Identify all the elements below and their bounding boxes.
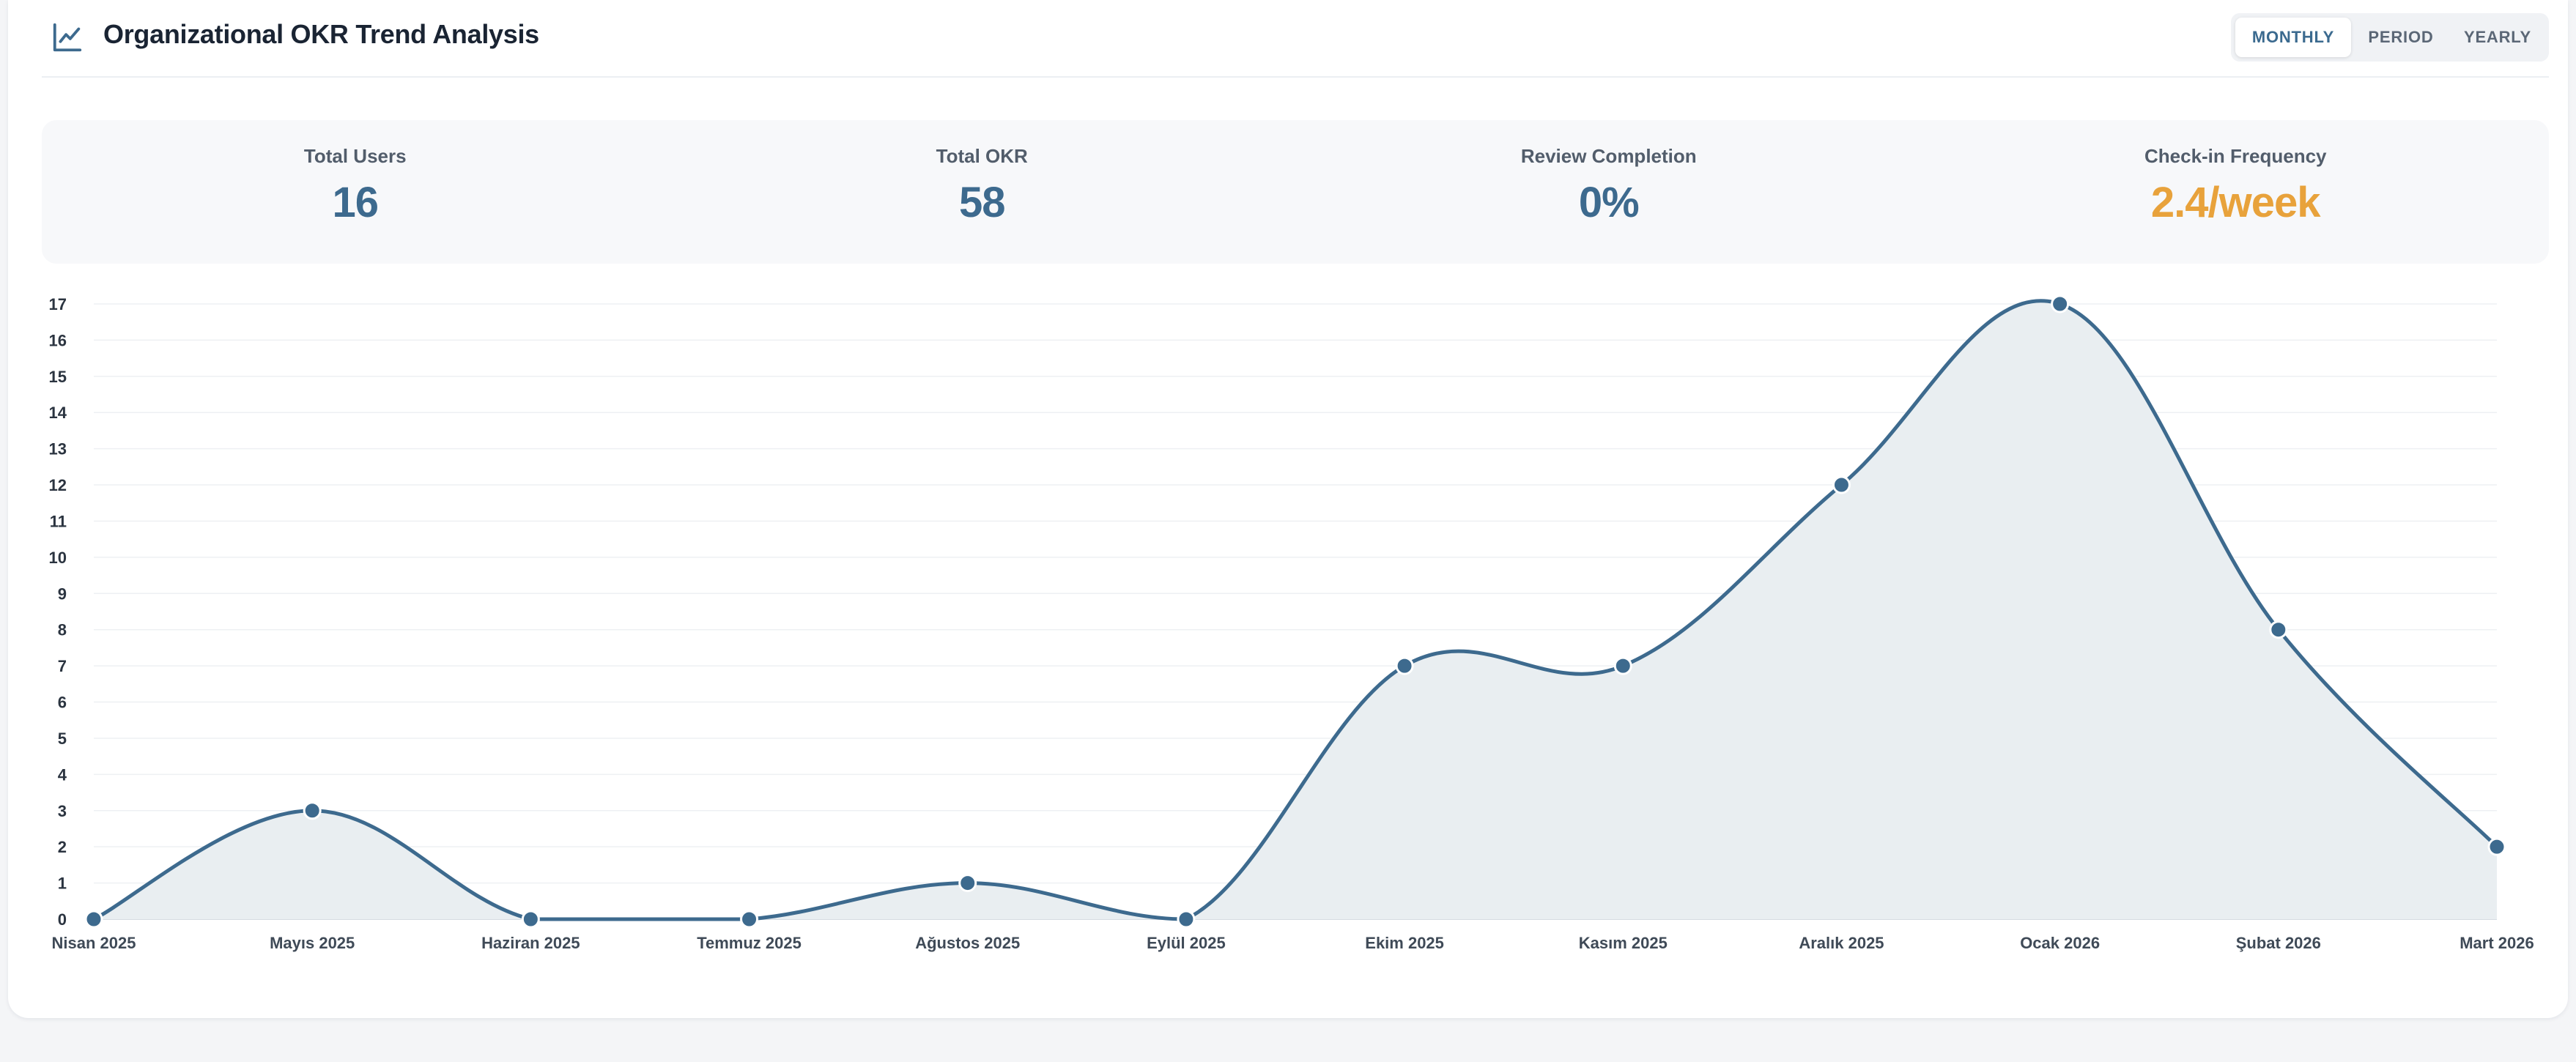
okr-trend-card: Organizational OKR Trend Analysis MONTHL… <box>8 0 2568 1018</box>
series-area <box>94 300 2497 919</box>
y-tick-label: 0 <box>58 910 67 929</box>
period-toggle: MONTHLY PERIOD YEARLY <box>2231 13 2549 62</box>
data-point[interactable] <box>1177 910 1196 929</box>
x-tick-label: Kasım 2025 <box>1579 934 1668 952</box>
y-tick-label: 10 <box>49 549 67 567</box>
x-tick-label: Şubat 2026 <box>2236 934 2321 952</box>
data-point[interactable] <box>521 910 540 929</box>
x-tick-label: Temmuz 2025 <box>697 934 802 952</box>
y-tick-label: 4 <box>58 765 67 784</box>
y-tick-label: 13 <box>49 440 67 458</box>
series-line <box>92 299 2498 921</box>
card-header: Organizational OKR Trend Analysis MONTHL… <box>42 10 2549 78</box>
stat-review-completion: Review Completion 0% <box>1295 120 1922 264</box>
x-tick-label: Mayıs 2025 <box>270 934 355 952</box>
y-tick-label: 9 <box>58 584 67 603</box>
y-tick-label: 17 <box>49 295 67 313</box>
y-tick-label: 11 <box>50 512 67 530</box>
stat-total-okr: Total OKR 58 <box>669 120 1296 264</box>
y-tick-label: 5 <box>58 729 67 748</box>
data-point[interactable] <box>84 910 103 929</box>
y-tick-label: 8 <box>58 621 67 639</box>
stat-label: Review Completion <box>1520 145 1697 167</box>
stat-label: Total OKR <box>936 145 1028 167</box>
x-tick-label: Aralık 2025 <box>1799 934 1884 952</box>
data-point[interactable] <box>1613 656 1632 675</box>
y-tick-label: 1 <box>58 875 67 893</box>
y-tick-label: 7 <box>58 657 67 675</box>
y-tick-label: 14 <box>49 404 67 422</box>
tab-period[interactable]: PERIOD <box>2368 28 2434 46</box>
data-point[interactable] <box>2269 620 2288 639</box>
stat-checkin-frequency: Check-in Frequency 2.4/week <box>1922 120 2550 264</box>
stat-value: 2.4/week <box>2150 179 2321 226</box>
data-point[interactable] <box>2487 837 2506 856</box>
data-point[interactable] <box>1395 656 1414 675</box>
data-point[interactable] <box>740 910 759 929</box>
tab-yearly[interactable]: YEARLY <box>2463 28 2532 46</box>
y-tick-label: 2 <box>58 838 67 856</box>
data-point[interactable] <box>303 801 322 820</box>
x-tick-label: Nisan 2025 <box>52 934 136 952</box>
y-tick-label: 16 <box>49 331 67 349</box>
data-point[interactable] <box>958 874 977 893</box>
stats-panel: Total Users 16 Total OKR 58 Review Compl… <box>42 120 2549 264</box>
stat-total-users: Total Users 16 <box>42 120 669 264</box>
x-tick-label: Ağustos 2025 <box>915 934 1020 952</box>
data-point[interactable] <box>1832 475 1851 494</box>
y-tick-label: 3 <box>58 802 67 820</box>
tab-monthly[interactable]: MONTHLY <box>2235 18 2351 57</box>
y-tick-label: 15 <box>49 368 67 386</box>
line-chart-icon <box>53 23 82 52</box>
stat-label: Total Users <box>303 145 407 167</box>
x-tick-label: Mart 2026 <box>2460 934 2534 952</box>
y-tick-label: 6 <box>58 694 67 712</box>
x-tick-label: Eylül 2025 <box>1147 934 1226 952</box>
y-tick-label: 12 <box>49 476 67 494</box>
stat-label: Check-in Frequency <box>2144 145 2327 167</box>
stat-value: 0% <box>1578 179 1640 226</box>
page-title: Organizational OKR Trend Analysis <box>103 19 539 49</box>
x-tick-label: Ekim 2025 <box>1365 934 1444 952</box>
stat-value: 16 <box>332 179 379 226</box>
x-tick-label: Haziran 2025 <box>481 934 580 952</box>
data-point[interactable] <box>2051 294 2070 313</box>
x-tick-label: Ocak 2026 <box>2020 934 2100 952</box>
stat-value: 58 <box>958 179 1006 226</box>
